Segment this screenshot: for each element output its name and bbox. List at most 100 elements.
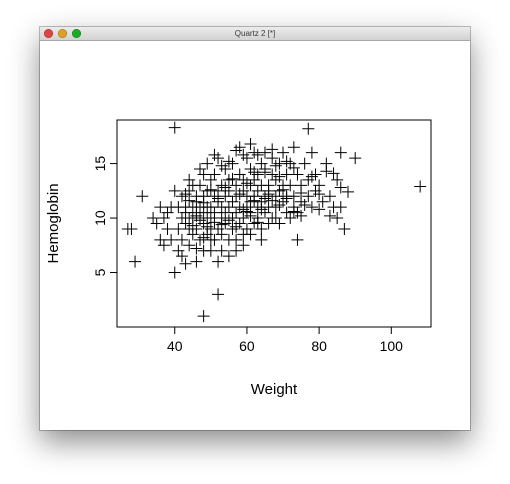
data-point: [226, 157, 239, 170]
data-point: [172, 244, 185, 257]
y-axis: 5 10 15: [92, 156, 118, 276]
data-point: [334, 181, 347, 194]
data-point: [129, 255, 142, 268]
data-point: [323, 190, 336, 203]
data-point: [248, 146, 261, 159]
data-point: [237, 239, 250, 252]
data-point: [230, 206, 243, 219]
data-point: [233, 188, 246, 201]
data-point: [190, 242, 203, 255]
data-point: [230, 190, 243, 203]
data-point: [197, 231, 210, 244]
data-point: [240, 205, 253, 218]
data-point: [414, 180, 427, 193]
data-point: [262, 217, 275, 230]
data-point: [273, 170, 286, 183]
data-point: [204, 183, 217, 196]
data-point: [222, 201, 235, 214]
data-point: [269, 212, 282, 225]
data-point: [266, 168, 279, 181]
data-point: [244, 137, 257, 150]
data-point: [208, 216, 221, 229]
data-point: [219, 181, 232, 194]
data-point: [230, 233, 243, 246]
data-point: [295, 186, 308, 199]
data-point: [313, 188, 326, 201]
data-point: [168, 121, 181, 134]
data-point: [280, 168, 293, 181]
data-point: [208, 190, 221, 203]
data-point: [136, 190, 149, 203]
data-point: [331, 173, 344, 186]
data-point: [215, 218, 228, 231]
data-point: [194, 179, 207, 192]
data-point: [154, 233, 167, 246]
data-point: [179, 188, 192, 201]
data-point: [284, 179, 297, 192]
data-point: [201, 157, 214, 170]
data-point: [157, 212, 170, 225]
minimize-button[interactable]: [58, 29, 67, 38]
data-point: [204, 233, 217, 246]
data-point: [179, 217, 192, 230]
data-point: [219, 206, 232, 219]
data-point: [215, 159, 228, 172]
data-point: [248, 166, 261, 179]
data-point: [190, 195, 203, 208]
title-bar[interactable]: Quartz 2 [*]: [40, 27, 470, 41]
data-point: [269, 201, 282, 214]
y-tick-label: 10: [92, 210, 108, 226]
data-point: [305, 146, 318, 159]
data-point: [316, 195, 329, 208]
x-tick-label: 100: [380, 338, 404, 354]
data-point: [201, 220, 214, 233]
data-point: [226, 212, 239, 225]
data-point: [230, 179, 243, 192]
data-point: [284, 212, 297, 225]
data-point: [175, 233, 188, 246]
data-point: [309, 168, 322, 181]
data-point: [197, 310, 210, 323]
data-point: [248, 194, 261, 207]
data-point: [255, 157, 268, 170]
data-point: [334, 201, 347, 214]
data-points: [121, 121, 427, 323]
zoom-button[interactable]: [72, 29, 81, 38]
data-point: [222, 250, 235, 263]
data-point: [212, 288, 225, 301]
data-point: [266, 143, 279, 156]
data-point: [291, 233, 304, 246]
data-point: [277, 146, 290, 159]
data-point: [150, 217, 163, 230]
data-point: [269, 159, 282, 172]
data-point: [183, 239, 196, 252]
data-point: [183, 173, 196, 186]
data-point: [349, 152, 362, 165]
data-point: [298, 198, 311, 211]
data-point: [222, 173, 235, 186]
data-point: [179, 257, 192, 270]
data-point: [125, 222, 138, 235]
data-point: [298, 157, 311, 170]
x-axis: 40 60 80 100: [167, 326, 404, 354]
data-point: [197, 217, 210, 230]
data-point: [302, 190, 315, 203]
data-point: [226, 195, 239, 208]
data-point: [190, 209, 203, 222]
scatter-chart: 40 60 80 100 5 10 15 Weight Hemoglobin: [45, 119, 432, 398]
data-point: [287, 161, 300, 174]
data-point: [219, 163, 232, 176]
data-point: [280, 192, 293, 205]
y-tick-label: 5: [92, 268, 108, 276]
data-point: [273, 198, 286, 211]
data-point: [251, 216, 264, 229]
data-point: [302, 122, 315, 135]
data-point: [230, 244, 243, 257]
close-button[interactable]: [44, 29, 53, 38]
data-point: [334, 146, 347, 159]
data-point: [222, 155, 235, 168]
data-point: [341, 185, 354, 198]
data-point: [244, 228, 257, 241]
data-point: [244, 179, 257, 192]
data-point: [280, 206, 293, 219]
